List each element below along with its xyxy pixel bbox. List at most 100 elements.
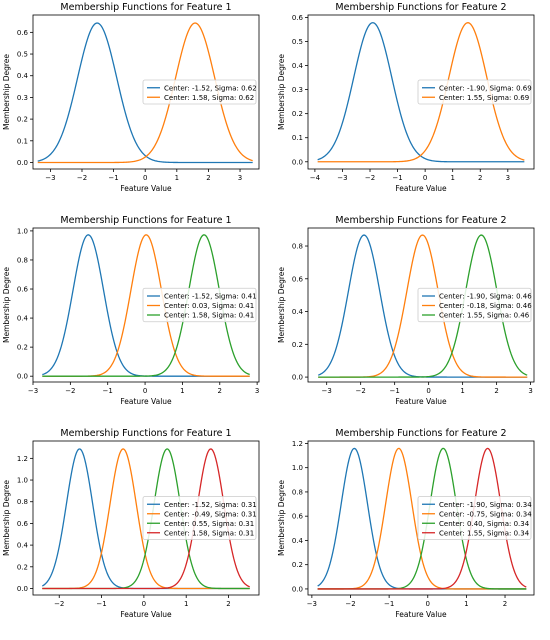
chart-svg: Membership Functions for Feature 1 −3 −2 −1… <box>2 2 260 193</box>
chart-panel: Membership Functions for Feature 1 −3 −2 −1… <box>0 0 275 213</box>
legend-box <box>417 496 532 540</box>
y-tick-label: 0.0 <box>292 374 303 382</box>
plot-frame <box>307 440 535 596</box>
y-tick-label: 1.2 <box>17 455 28 463</box>
x-tick-label: 2 <box>218 387 222 395</box>
y-tick-label: 0.6 <box>292 513 304 521</box>
x-tick-label: −2 <box>65 387 75 395</box>
legend: Center: -1.52, Sigma: 0.62 Center: 1.58, … <box>142 79 257 105</box>
y-tick-label: 0.2 <box>292 561 303 569</box>
x-axis-label: Feature Value <box>395 397 447 406</box>
y-tick-label: 0.8 <box>17 498 28 506</box>
x-tick-label: 3 <box>528 387 532 395</box>
plot-frame <box>307 14 535 170</box>
y-axis-label: Membership Degree <box>2 480 11 556</box>
series-line <box>317 22 525 163</box>
x-tick-label: 1 <box>460 387 464 395</box>
x-tick-label: 0 <box>423 174 427 182</box>
y-tick-label: 0.5 <box>17 51 28 59</box>
legend-label: Center: 0.55, Sigma: 0.31 <box>164 520 254 528</box>
y-tick-label: 0.5 <box>292 38 303 46</box>
y-tick-label: 1.2 <box>292 440 303 448</box>
chart-panel: Membership Functions for Feature 2 −3 −2 −1… <box>275 426 550 639</box>
plot-frame <box>32 227 260 383</box>
y-tick-label: 0.2 <box>17 563 28 571</box>
y-tick-label: 0.0 <box>292 158 303 166</box>
chart-svg: Membership Functions for Feature 2 −3 −2 −1… <box>277 428 535 619</box>
x-tick-label: 2 <box>494 387 498 395</box>
legend-box <box>417 287 532 323</box>
chart-svg: Membership Functions for Feature 2 −3 −2 −1… <box>277 215 535 406</box>
legend-box <box>142 287 257 323</box>
chart-panel: Membership Functions for Feature 2 −4 −3 −2… <box>275 0 550 213</box>
y-axis-label: Membership Degree <box>2 54 11 130</box>
y-tick-label: 0.4 <box>292 308 304 316</box>
plot-frame <box>32 14 260 170</box>
x-tick-label: 0 <box>426 387 430 395</box>
x-tick-label: 0 <box>426 600 430 608</box>
x-tick-label: 3 <box>238 174 242 182</box>
x-tick-label: −3 <box>322 387 332 395</box>
legend-label: Center: -1.90, Sigma: 0.46 <box>439 293 532 301</box>
series-group <box>42 234 250 377</box>
legend-label: Center: 0.03, Sigma: 0.41 <box>164 302 254 310</box>
legend-box <box>142 79 257 105</box>
y-axis-label: Membership Degree <box>2 267 11 343</box>
legend-label: Center: -0.49, Sigma: 0.31 <box>164 510 257 518</box>
y-tick-label: 0.6 <box>17 29 29 37</box>
y-tick-label: 0.4 <box>17 315 29 323</box>
chart-title: Membership Functions for Feature 2 <box>335 2 506 13</box>
x-tick-label: −1 <box>108 174 118 182</box>
series-line <box>42 448 250 590</box>
plot-frame <box>32 440 260 596</box>
x-tick-label: −3 <box>337 174 347 182</box>
chart-title: Membership Functions for Feature 1 <box>60 215 231 226</box>
x-tick-label: −2 <box>365 174 375 182</box>
legend-box <box>142 496 257 540</box>
chart-panel: Membership Functions for Feature 2 −3 −2 −1… <box>275 213 550 426</box>
y-tick-label: 0.0 <box>17 585 28 593</box>
series-line <box>37 22 253 164</box>
chart-title: Membership Functions for Feature 1 <box>60 428 231 439</box>
x-tick-label: 0 <box>142 600 146 608</box>
x-tick-label: −2 <box>345 600 355 608</box>
x-tick-label: −1 <box>103 387 113 395</box>
y-tick-label: 1.0 <box>17 477 28 485</box>
series-group <box>317 447 527 590</box>
legend: Center: -1.90, Sigma: 0.69 Center: 1.55, … <box>417 79 532 105</box>
x-tick-label: 1 <box>175 174 179 182</box>
series-group <box>41 448 250 590</box>
y-tick-label: 0.1 <box>292 134 303 142</box>
x-axis-label: Feature Value <box>395 184 447 193</box>
plot-frame <box>307 227 535 383</box>
y-tick-label: 0.6 <box>292 14 304 22</box>
chart-panel: Membership Functions for Feature 1 −3 −2 −1… <box>0 213 275 426</box>
y-tick-label: 1.0 <box>292 464 303 472</box>
y-tick-label: 0.0 <box>17 373 28 381</box>
legend-label: Center: 1.58, Sigma: 0.41 <box>164 312 254 320</box>
y-tick-label: 0.3 <box>292 86 303 94</box>
x-tick-label: 2 <box>206 174 210 182</box>
x-tick-label: −2 <box>77 174 87 182</box>
x-tick-label: −3 <box>45 174 55 182</box>
y-tick-label: 0.8 <box>292 243 303 251</box>
legend-label: Center: -1.52, Sigma: 0.62 <box>164 84 257 92</box>
y-axis-label: Membership Degree <box>277 54 286 130</box>
x-tick-label: −1 <box>392 174 402 182</box>
chart-svg: Membership Functions for Feature 1 −3 −2 −1… <box>2 215 260 406</box>
x-tick-label: 2 <box>478 174 482 182</box>
y-tick-label: 0.6 <box>292 275 304 283</box>
legend-label: Center: 1.55, Sigma: 0.34 <box>439 529 530 537</box>
legend-label: Center: -1.90, Sigma: 0.34 <box>439 501 532 509</box>
y-tick-label: 1.0 <box>17 227 28 235</box>
legend-box <box>417 79 532 105</box>
x-tick-label: 1 <box>184 600 188 608</box>
chart-title: Membership Functions for Feature 2 <box>335 215 506 226</box>
y-tick-label: 0.4 <box>292 537 304 545</box>
x-tick-label: 0 <box>143 174 147 182</box>
